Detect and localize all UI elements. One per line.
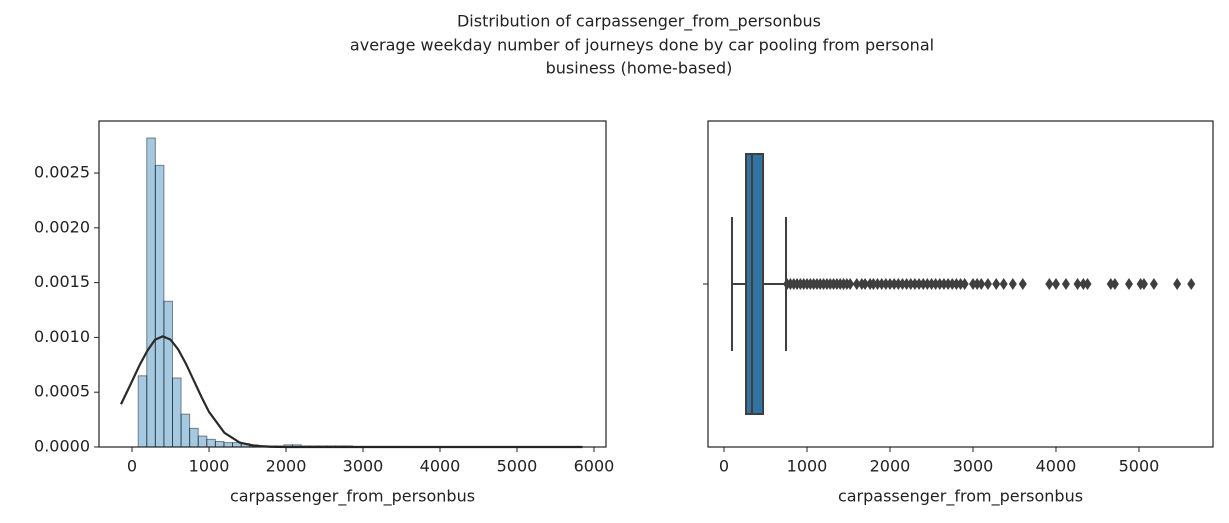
x-tick-label: 5000 — [1119, 457, 1160, 476]
hist-bar — [206, 438, 216, 448]
hist-bar — [146, 137, 156, 448]
outlier — [910, 278, 919, 290]
x-axis-label: carpassenger_from_personbus — [838, 487, 1083, 507]
outlier — [1110, 278, 1119, 290]
outlier — [956, 278, 965, 290]
outlier — [944, 278, 953, 290]
outlier — [931, 278, 940, 290]
outlier — [1139, 278, 1148, 290]
outlier — [902, 278, 911, 290]
hist-bar — [137, 375, 148, 448]
hist-bar — [214, 441, 225, 448]
outlier — [906, 278, 915, 290]
outlier — [983, 278, 992, 290]
outlier — [1051, 278, 1060, 290]
outlier — [1125, 278, 1134, 290]
hist-bar — [223, 442, 234, 448]
x-tick-label: 3000 — [343, 457, 384, 476]
axes-frame — [98, 120, 607, 448]
box — [745, 153, 765, 415]
suptitle: business (home-based) — [546, 59, 733, 78]
outlier — [877, 278, 886, 290]
outlier — [861, 278, 870, 290]
y-tick-label: 0.0010 — [34, 327, 90, 346]
outlier — [927, 278, 936, 290]
x-tick-label: 3000 — [953, 457, 994, 476]
outlier — [1187, 278, 1196, 290]
outlier — [894, 278, 903, 290]
hist-bar — [171, 377, 182, 448]
outlier — [915, 278, 924, 290]
x-tick-label: 1000 — [787, 457, 828, 476]
outlier — [1061, 278, 1070, 290]
x-tick-label: 5000 — [497, 457, 538, 476]
density-curve — [120, 335, 583, 449]
outlier — [881, 278, 890, 290]
outlier — [885, 278, 894, 290]
x-tick-label: 0 — [719, 457, 729, 476]
outlier — [952, 278, 961, 290]
outlier — [968, 278, 977, 290]
hist-bar — [154, 164, 165, 448]
outlier — [948, 278, 957, 290]
y-tick-label: 0.0005 — [34, 382, 90, 401]
x-axis-label: carpassenger_from_personbus — [230, 487, 475, 507]
outlier — [1079, 278, 1088, 290]
outlier — [873, 278, 882, 290]
outlier — [898, 278, 907, 290]
hist-bar — [197, 435, 208, 448]
x-tick-label: 4000 — [1036, 457, 1077, 476]
x-tick-label: 0 — [127, 457, 137, 476]
outlier — [977, 278, 986, 290]
outlier — [939, 278, 948, 290]
axes-frame — [707, 120, 1214, 448]
y-tick-label: 0.0020 — [34, 217, 90, 236]
outlier — [846, 278, 855, 290]
outlier — [1008, 278, 1017, 290]
x-tick-label: 1000 — [189, 457, 230, 476]
outlier — [960, 278, 969, 290]
outlier — [923, 278, 932, 290]
outlier — [852, 278, 861, 290]
x-tick-label: 4000 — [420, 457, 461, 476]
outlier — [935, 278, 944, 290]
hist-bar — [163, 300, 173, 448]
outlier — [1045, 278, 1054, 290]
outlier — [919, 278, 928, 290]
x-tick-label: 2000 — [870, 457, 911, 476]
y-tick-label: 0.0015 — [34, 272, 90, 291]
x-tick-label: 6000 — [574, 457, 615, 476]
suptitle: Distribution of carpassenger_from_person… — [457, 12, 821, 32]
outlier — [1018, 278, 1027, 290]
hist-bar — [189, 427, 199, 448]
outlier — [999, 278, 1008, 290]
suptitle: average weekday number of journeys done … — [350, 36, 934, 55]
y-tick-label: 0.0000 — [34, 437, 90, 456]
outlier — [1083, 278, 1092, 290]
hist-bar — [180, 413, 191, 448]
y-tick-label: 0.0025 — [34, 163, 90, 182]
outlier — [1149, 278, 1158, 290]
outlier — [992, 278, 1001, 290]
outlier — [1073, 278, 1082, 290]
outlier — [869, 278, 878, 290]
outlier — [890, 278, 899, 290]
outlier — [1173, 278, 1182, 290]
x-tick-label: 2000 — [266, 457, 307, 476]
outlier — [973, 278, 982, 290]
outlier — [1106, 278, 1115, 290]
